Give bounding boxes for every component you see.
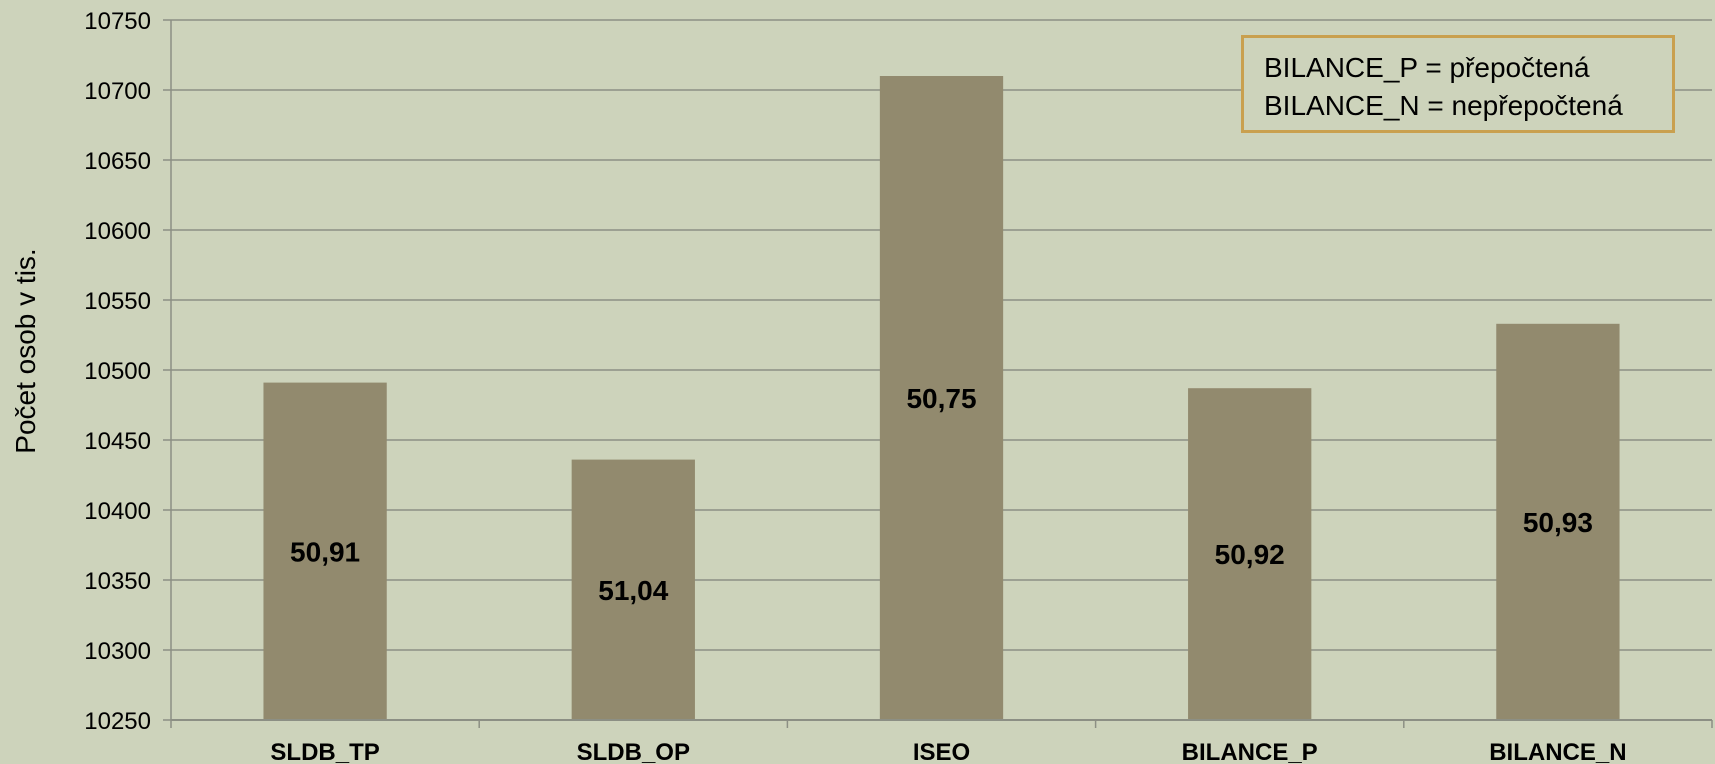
bar-data-label: 50,91 (290, 536, 360, 567)
bars: 50,91 51,04 50,75 50,92 50,93 (263, 76, 1620, 720)
x-tick-label: SLDB_TP (270, 739, 379, 764)
y-tick-label: 10500 (84, 358, 151, 385)
y-tick-label: 10550 (84, 288, 151, 315)
x-tick-label: BILANCE_N (1489, 739, 1626, 764)
bar-data-label: 50,75 (906, 383, 976, 414)
bar-bilance-p (1188, 388, 1312, 720)
x-tick-label: SLDB_OP (577, 739, 690, 764)
legend-line-1: BILANCE_P = přepočtená (1264, 52, 1590, 83)
bar-bilance-n (1496, 323, 1620, 720)
y-tick-label: 10700 (84, 78, 151, 105)
y-tick-label: 10750 (84, 8, 151, 35)
bar-sldb-tp (263, 382, 387, 720)
legend-note: BILANCE_P = přepočtená BILANCE_N = nepře… (1241, 35, 1675, 133)
bar-data-label: 51,04 (598, 575, 668, 606)
y-tick-label: 10250 (84, 708, 151, 735)
x-tick-label: BILANCE_P (1182, 739, 1318, 764)
y-tick-label: 10350 (84, 568, 151, 595)
y-tick-label: 10450 (84, 428, 151, 455)
bar-data-label: 50,93 (1523, 507, 1593, 538)
bar-iseo (879, 76, 1004, 720)
y-tick-label: 10300 (84, 638, 151, 665)
bar-sldb-op (571, 459, 695, 720)
bar-data-label: 50,92 (1215, 539, 1285, 570)
y-tick-label: 10400 (84, 498, 151, 525)
y-tick-label: 10650 (84, 148, 151, 175)
x-tick-label: ISEO (913, 739, 970, 764)
y-tick-labels: 10250 10300 10350 10400 10450 10500 10550 10600… (84, 8, 151, 735)
y-tick-label: 10600 (84, 218, 151, 245)
y-axis-label: Počet osob v tis. (10, 248, 41, 454)
x-axis: SLDB_TP SLDB_OP ISEO BILANCE_P BILANCE_N (170, 20, 1713, 764)
legend-line-2: BILANCE_N = nepřepočtená (1264, 90, 1623, 121)
